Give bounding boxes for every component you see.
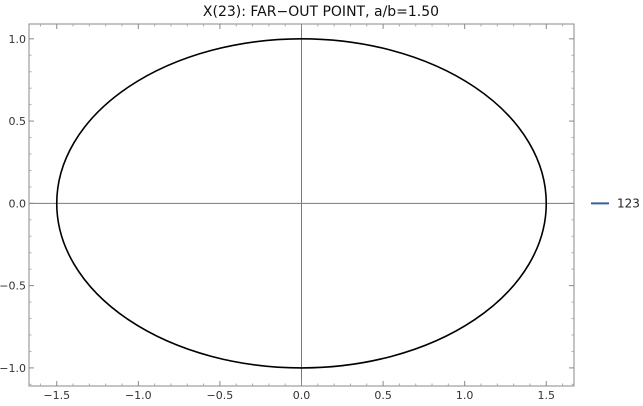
x-tick-label: −0.5 (207, 389, 234, 402)
x-tick-label: 0.0 (293, 389, 311, 402)
x-tick-label: −1.5 (43, 389, 70, 402)
y-tick-label: 0.0 (9, 197, 27, 210)
chart-title: X(23): FAR−OUT POINT, a/b=1.50 (203, 4, 439, 20)
x-tick-label: 0.5 (374, 389, 392, 402)
y-tick-label: −0.5 (0, 280, 26, 293)
axis-ticks: −1.5 −1.0 −0.5 0.0 0.5 1.0 1.5 −1.0 −0.5 0.0 0.5 1.… (0, 24, 574, 402)
x-tick-label: 1.0 (456, 389, 474, 402)
series-layer (55, 38, 548, 369)
x-tick-label: 1.5 (538, 389, 556, 402)
legend-label: 123 (617, 196, 640, 210)
y-tick-label: 1.0 (9, 33, 27, 46)
y-tick-label: 0.5 (9, 115, 27, 128)
series-curve-0 (55, 38, 548, 369)
legend: 123 (591, 196, 640, 210)
origin-axes (29, 24, 574, 386)
y-tick-label: −1.0 (0, 362, 26, 375)
x-tick-label: −1.0 (125, 389, 152, 402)
